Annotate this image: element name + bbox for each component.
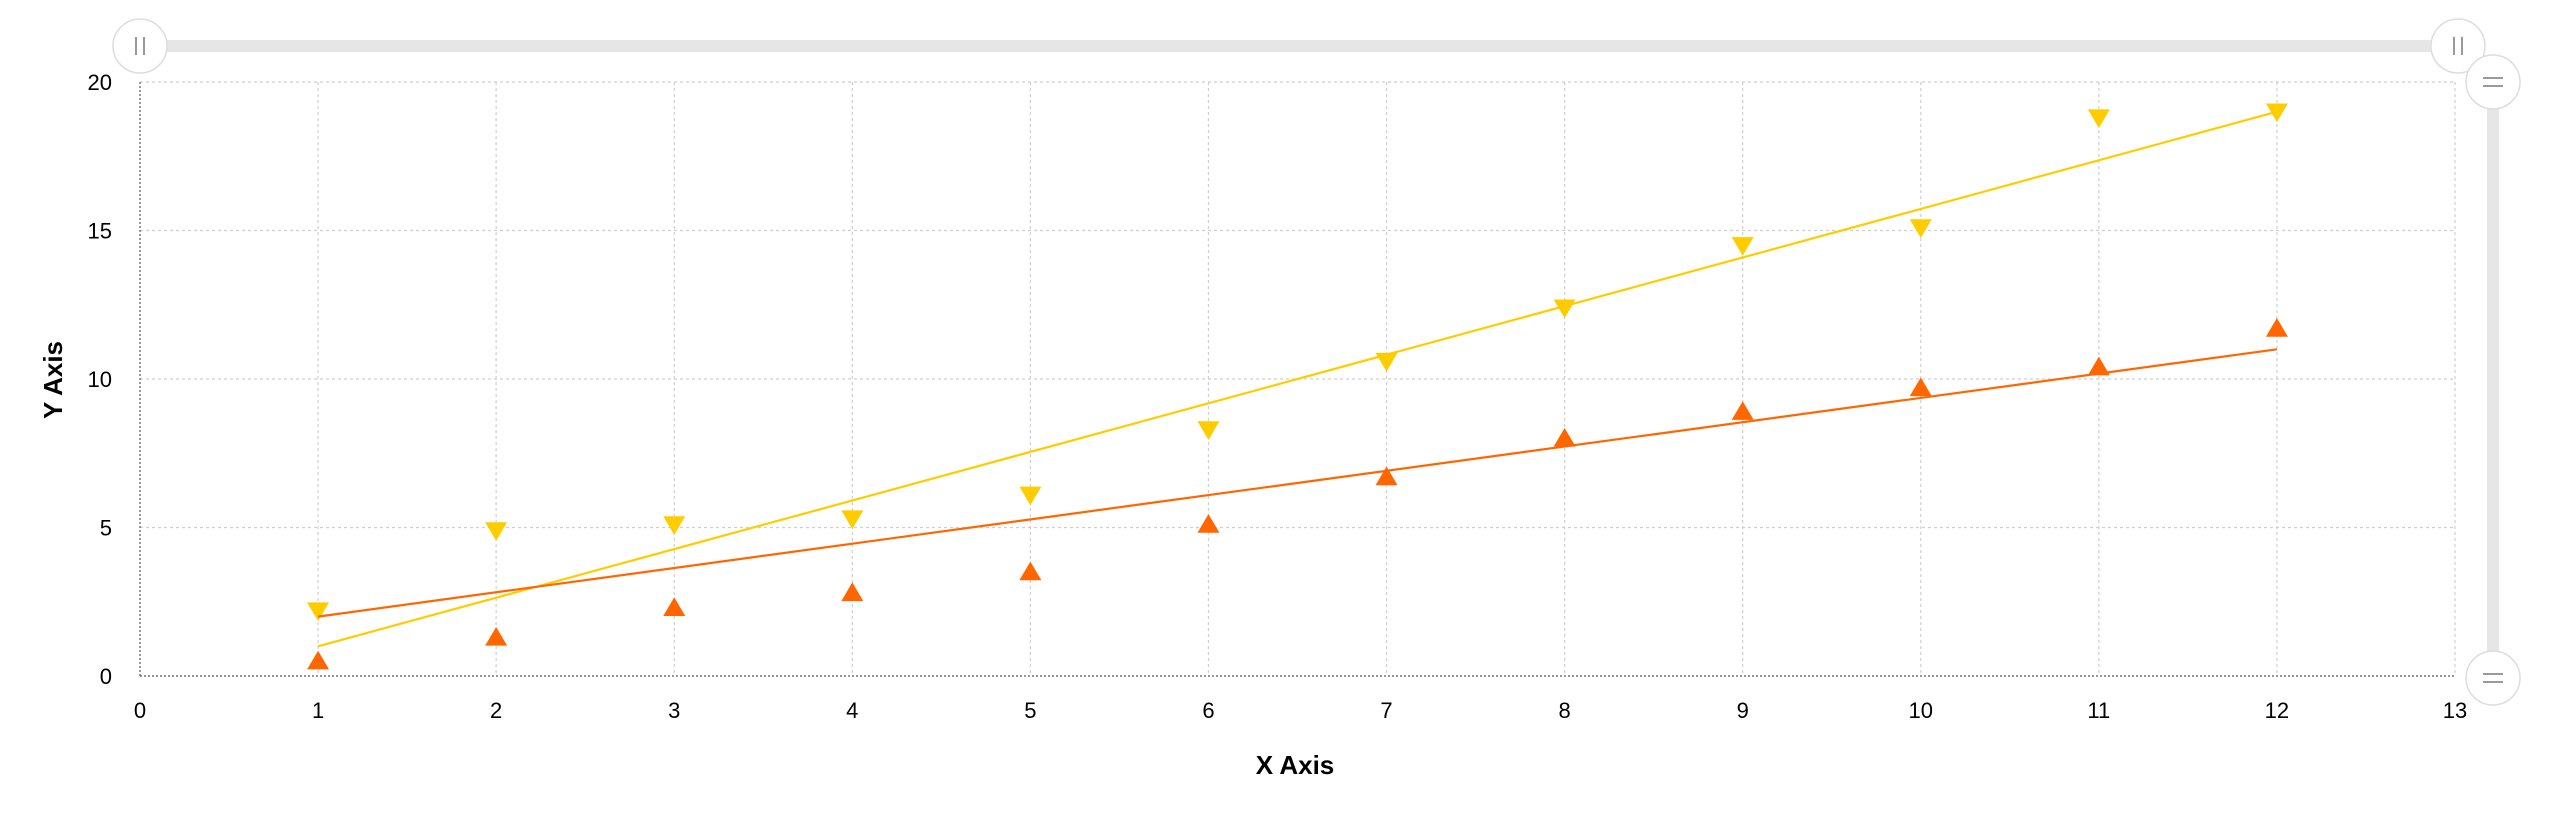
- x-tick-label: 10: [1909, 698, 1933, 723]
- series-1-point[interactable]: [485, 522, 508, 541]
- y-scrollbar-bottom-handle[interactable]: [2465, 650, 2521, 706]
- series-2-point[interactable]: [2265, 318, 2288, 337]
- y-tick-label: 10: [88, 367, 112, 392]
- series-layer: [307, 103, 2288, 670]
- x-tick-label: 13: [2443, 698, 2467, 723]
- x-scrollbar-end-handle[interactable]: [2430, 18, 2486, 74]
- series-2: [307, 318, 2288, 670]
- x-tick-label: 6: [1202, 698, 1214, 723]
- y-scrollbar-top-handle[interactable]: [2465, 54, 2521, 110]
- y-axis-title: Y Axis: [38, 341, 68, 419]
- series-2-point[interactable]: [1375, 466, 1398, 486]
- x-tick-label: 3: [668, 698, 680, 723]
- series-2-point[interactable]: [2087, 356, 2110, 376]
- series-2-point[interactable]: [1553, 427, 1576, 447]
- series-1-point[interactable]: [307, 602, 330, 622]
- series-1-trendline: [317, 110, 2278, 648]
- x-scrollbar-track[interactable]: [140, 40, 2460, 52]
- series-1: [307, 103, 2288, 648]
- x-tick-label: 11: [2087, 698, 2110, 723]
- x-scrollbar-start-handle[interactable]: [112, 18, 168, 74]
- x-tick-label: 5: [1024, 698, 1036, 723]
- x-tick-label: 1: [312, 698, 324, 723]
- grid: [140, 81, 2456, 676]
- series-2-point[interactable]: [1197, 514, 1220, 533]
- x-axis-title: X Axis: [1256, 750, 1335, 780]
- series-1-point[interactable]: [1909, 219, 1932, 238]
- series-2-point[interactable]: [307, 650, 330, 670]
- y-tick-label: 5: [100, 516, 112, 541]
- x-tick-label: 0: [134, 698, 146, 723]
- x-tick-label: 8: [1558, 698, 1570, 723]
- x-tick-label: 7: [1380, 698, 1392, 723]
- y-tick-label: 20: [88, 70, 112, 95]
- series-2-point[interactable]: [1909, 377, 1932, 397]
- series-2-trendline: [317, 348, 2278, 618]
- series-1-point[interactable]: [1375, 352, 1398, 372]
- x-tick-label: 12: [2265, 698, 2289, 723]
- x-scrollbar[interactable]: [112, 18, 2486, 74]
- y-tick-label: 0: [100, 664, 112, 689]
- series-1-point[interactable]: [2265, 103, 2288, 123]
- y-scrollbar-track[interactable]: [2487, 82, 2499, 678]
- series-2-point[interactable]: [1019, 561, 1042, 581]
- y-tick-label: 15: [88, 219, 112, 244]
- series-1-point[interactable]: [841, 510, 864, 530]
- x-tick-label: 9: [1737, 698, 1749, 723]
- series-2-point[interactable]: [841, 582, 864, 602]
- series-2-point[interactable]: [663, 597, 686, 616]
- y-scrollbar[interactable]: [2465, 54, 2521, 706]
- series-1-point[interactable]: [1019, 486, 1042, 506]
- series-1-point[interactable]: [1553, 299, 1576, 319]
- series-1-point[interactable]: [1731, 237, 1754, 256]
- series-2-point[interactable]: [485, 626, 508, 646]
- series-2-point[interactable]: [1731, 401, 1754, 420]
- series-1-point[interactable]: [2087, 109, 2110, 129]
- x-tick-label: 2: [490, 698, 502, 723]
- x-tick-label: 4: [846, 698, 858, 723]
- series-1-point[interactable]: [663, 516, 686, 535]
- series-1-point[interactable]: [1197, 421, 1220, 440]
